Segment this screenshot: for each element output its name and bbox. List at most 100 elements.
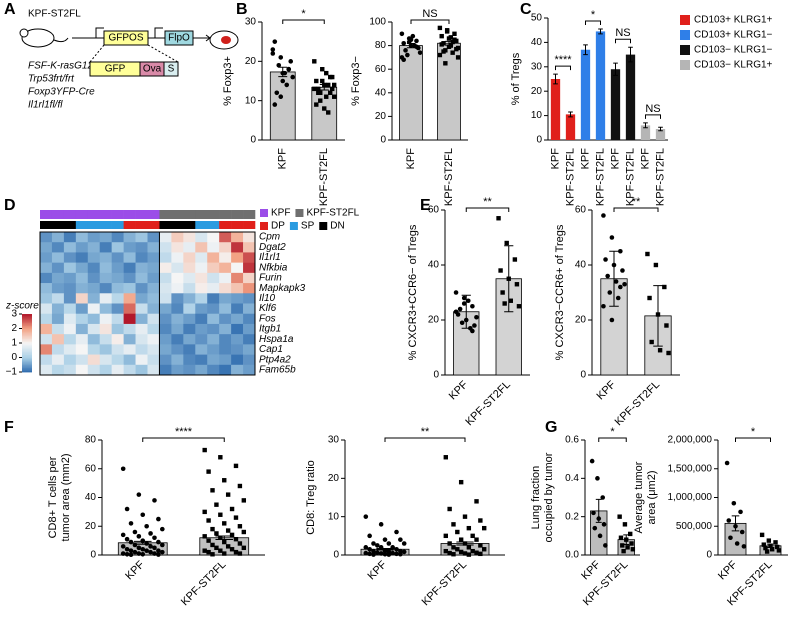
data-point	[451, 552, 456, 557]
data-point	[601, 303, 606, 309]
data-point	[458, 479, 464, 485]
heatmap-cell	[183, 303, 196, 315]
heatmap-cell	[243, 313, 256, 325]
heatmap-cell	[75, 232, 89, 243]
strain-annotation	[147, 210, 160, 219]
data-point	[144, 523, 149, 529]
strain-annotation	[171, 210, 184, 219]
significance-label: ****	[554, 54, 572, 66]
data-point	[405, 52, 410, 58]
data-point	[241, 545, 247, 551]
data-point	[466, 525, 472, 531]
heatmap-cell	[207, 242, 220, 253]
mouse-ear	[19, 28, 29, 38]
data-point	[320, 67, 325, 72]
data-point	[274, 90, 280, 96]
strain-annotation	[51, 210, 65, 219]
colorbar-slice	[22, 331, 32, 334]
heatmap-cell	[219, 262, 232, 274]
y-tick-label: 100	[369, 17, 386, 28]
data-point	[206, 518, 211, 523]
data-point	[394, 551, 399, 557]
data-point	[382, 537, 388, 542]
colorbar-slice	[22, 358, 32, 361]
heatmap-cell	[195, 313, 208, 325]
data-point	[662, 284, 667, 290]
heatmap-cell	[219, 334, 232, 345]
data-point	[470, 533, 475, 539]
heatmap-cell	[51, 283, 65, 294]
legend-label: CD103+ KLRG1+	[694, 15, 773, 26]
heatmap-cell	[63, 323, 77, 335]
colorbar-slice	[22, 315, 32, 318]
legend-swatch	[260, 222, 268, 230]
data-point	[498, 268, 503, 273]
heatmap-cell	[63, 354, 77, 366]
data-point	[605, 273, 610, 279]
data-point	[455, 55, 461, 60]
heatmap-cell	[123, 334, 136, 345]
data-point	[618, 284, 623, 290]
heatmap-cell	[219, 252, 232, 263]
colorbar-slice	[22, 329, 32, 332]
heatmap-cell	[219, 242, 232, 253]
data-point	[237, 483, 243, 489]
row-label: Nfkbia	[259, 262, 288, 273]
data-point	[378, 551, 384, 556]
data-point	[132, 549, 138, 555]
heatmap-cell	[111, 323, 124, 335]
data-point	[206, 469, 211, 474]
data-point	[312, 86, 317, 92]
heatmap-cell	[159, 272, 172, 284]
data-point	[441, 49, 446, 54]
heatmap-cell	[219, 364, 232, 376]
allele: Trp53frt/frt	[28, 74, 75, 85]
heatmap-cell	[87, 272, 101, 284]
heatmap-cell	[99, 262, 112, 274]
heatmap-cell	[195, 242, 208, 253]
data-point	[728, 535, 733, 541]
colorbar-slice	[22, 328, 32, 331]
heatmap-cell	[111, 303, 124, 315]
data-point	[156, 539, 161, 545]
heatmap-cell	[195, 334, 208, 345]
significance-bracket	[645, 114, 661, 119]
data-point	[156, 552, 161, 557]
data-point	[124, 551, 130, 557]
error-bar	[568, 111, 573, 118]
data-point	[132, 529, 138, 535]
data-point	[734, 541, 740, 546]
y-tick-label: 20	[245, 56, 257, 67]
heatmap-cell	[207, 334, 220, 345]
heatmap-cell	[51, 272, 65, 284]
y-tick-label: 0	[580, 370, 586, 381]
heatmap-cell	[243, 293, 256, 304]
colorbar-slice	[22, 321, 32, 324]
data-point	[332, 94, 337, 99]
data-point	[233, 463, 239, 469]
data-point	[124, 546, 130, 552]
data-point	[629, 541, 634, 546]
heatmap-cell	[111, 354, 124, 366]
heatmap-cell	[243, 272, 256, 284]
x-tick-label: KPF-ST2FL	[443, 148, 455, 206]
heatmap-cell	[243, 303, 256, 315]
heatmap-cell	[195, 262, 208, 274]
data-point	[452, 37, 457, 42]
y-tick-label: 0	[90, 550, 96, 561]
subset-annotation	[243, 221, 256, 229]
heatmap-cell	[63, 252, 77, 263]
y-tick-label: 1,500,000	[668, 463, 713, 474]
heatmap-cell	[135, 334, 148, 345]
bar	[625, 54, 636, 140]
data-point	[447, 506, 452, 512]
heatmap-cell	[63, 293, 77, 304]
colorbar-slice	[22, 356, 32, 358]
data-point	[444, 29, 450, 34]
data-point	[222, 539, 227, 545]
subset-annotation	[123, 221, 136, 229]
data-point	[437, 25, 443, 31]
data-point	[759, 532, 765, 538]
colorbar-slice	[22, 341, 32, 344]
data-point	[312, 59, 317, 64]
